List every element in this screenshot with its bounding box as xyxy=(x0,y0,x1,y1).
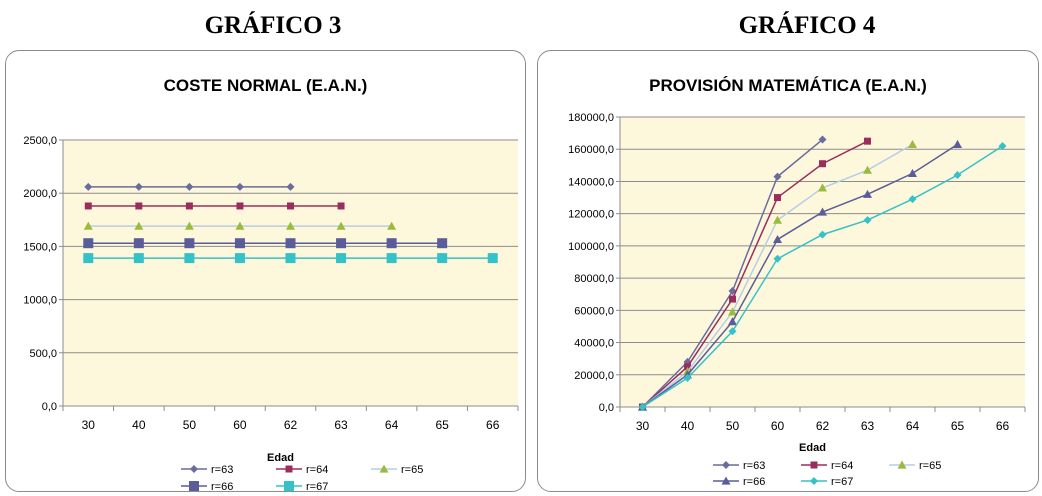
legend-marker xyxy=(722,461,730,469)
x-tick-label: 65 xyxy=(951,419,965,433)
data-point-r66 xyxy=(235,238,245,248)
data-point-r66 xyxy=(387,238,397,248)
data-point-r64 xyxy=(819,160,826,167)
data-point-r67 xyxy=(184,253,194,263)
data-point-r64 xyxy=(774,194,781,201)
data-point-r64 xyxy=(236,202,243,209)
x-tick-label: 63 xyxy=(334,418,348,432)
data-point-r67 xyxy=(286,253,296,263)
y-tick-label: 2500,0 xyxy=(23,135,57,147)
y-tick-label: 120000,0 xyxy=(568,209,614,221)
x-tick-label: 50 xyxy=(726,419,740,433)
legend-marker xyxy=(811,462,818,469)
legend-marker xyxy=(286,466,293,473)
right-figure-header: GRÁFICO 4 xyxy=(657,12,957,40)
legend-label: r=67 xyxy=(306,481,328,491)
y-tick-label: 40000,0 xyxy=(574,338,614,350)
data-point-r67 xyxy=(488,253,498,263)
data-point-r64 xyxy=(729,296,736,303)
data-point-r67 xyxy=(235,253,245,263)
y-tick-label: 0,0 xyxy=(42,401,57,413)
x-tick-label: 60 xyxy=(771,419,785,433)
x-tick-label: 63 xyxy=(861,419,875,433)
y-tick-label: 140000,0 xyxy=(568,176,614,188)
data-point-r67 xyxy=(83,253,93,263)
y-tick-label: 2000,0 xyxy=(23,188,57,200)
chart-panel-right: PROVISIÓN MATEMÁTICA (E.A.N.) 0,0 20000,0 4… xyxy=(537,50,1039,492)
x-axis-label: Edad xyxy=(799,442,826,454)
plot-area xyxy=(63,140,518,406)
legend-marker xyxy=(284,481,294,491)
x-tick-label: 66 xyxy=(996,419,1010,433)
data-point-r66 xyxy=(286,238,296,248)
data-point-r64 xyxy=(135,202,142,209)
data-point-r67 xyxy=(134,253,144,263)
data-point-r64 xyxy=(864,138,871,145)
y-tick-label: 0,0 xyxy=(599,402,614,414)
chart-coste-normal: COSTE NORMAL (E.A.N.) 0,0 500,0 1000,0 1500,… xyxy=(6,51,525,491)
data-point-r64 xyxy=(186,202,193,209)
y-tick-label: 100000,0 xyxy=(568,241,614,253)
legend-label: r=66 xyxy=(211,481,233,491)
x-tick-label: 30 xyxy=(636,419,650,433)
chart-panel-left: COSTE NORMAL (E.A.N.) 0,0 500,0 1000,0 1500,… xyxy=(5,50,526,492)
chart-title: COSTE NORMAL (E.A.N.) xyxy=(164,76,368,95)
data-point-r66 xyxy=(336,238,346,248)
data-point-r64 xyxy=(338,202,345,209)
legend-label: r=65 xyxy=(919,460,941,472)
x-tick-label: 64 xyxy=(906,419,920,433)
x-tick-label: 30 xyxy=(82,418,96,432)
x-tick-label: 40 xyxy=(132,418,146,432)
legend-label: r=67 xyxy=(831,476,853,488)
y-tick-label: 60000,0 xyxy=(574,305,614,317)
data-point-r67 xyxy=(336,253,346,263)
legend-marker xyxy=(190,465,198,473)
left-figure-header: GRÁFICO 3 xyxy=(123,12,423,40)
legend-label: r=66 xyxy=(743,476,765,488)
x-tick-label: 65 xyxy=(435,418,449,432)
y-tick-label: 1000,0 xyxy=(23,295,57,307)
chart-provision-matematica: PROVISIÓN MATEMÁTICA (E.A.N.) 0,0 20000,0 4… xyxy=(538,51,1038,491)
x-tick-label: 60 xyxy=(233,418,247,432)
data-point-r66 xyxy=(134,238,144,248)
chart-title: PROVISIÓN MATEMÁTICA (E.A.N.) xyxy=(649,76,927,95)
data-point-r67 xyxy=(387,253,397,263)
x-tick-label: 66 xyxy=(486,418,500,432)
x-tick-label: 40 xyxy=(681,419,695,433)
legend-label: r=63 xyxy=(211,464,233,476)
y-tick-label: 500,0 xyxy=(29,348,57,360)
data-point-r67 xyxy=(437,253,447,263)
x-tick-label: 64 xyxy=(385,418,399,432)
data-point-r64 xyxy=(85,202,92,209)
legend-marker xyxy=(189,481,199,491)
x-axis-label: Edad xyxy=(267,452,294,464)
data-point-r66 xyxy=(437,238,447,248)
x-tick-label: 62 xyxy=(816,419,830,433)
data-point-r66 xyxy=(83,238,93,248)
y-tick-label: 80000,0 xyxy=(574,273,614,285)
data-point-r64 xyxy=(287,202,294,209)
legend-label: r=64 xyxy=(306,464,328,476)
x-tick-label: 62 xyxy=(284,418,298,432)
y-tick-label: 180000,0 xyxy=(568,112,614,124)
y-tick-label: 160000,0 xyxy=(568,144,614,156)
y-tick-label: 20000,0 xyxy=(574,370,614,382)
y-tick-label: 1500,0 xyxy=(23,241,57,253)
legend-label: r=65 xyxy=(401,464,423,476)
legend-label: r=64 xyxy=(831,460,853,472)
data-point-r66 xyxy=(184,238,194,248)
legend-label: r=63 xyxy=(743,460,765,472)
legend-marker xyxy=(810,477,818,485)
x-tick-label: 50 xyxy=(183,418,197,432)
